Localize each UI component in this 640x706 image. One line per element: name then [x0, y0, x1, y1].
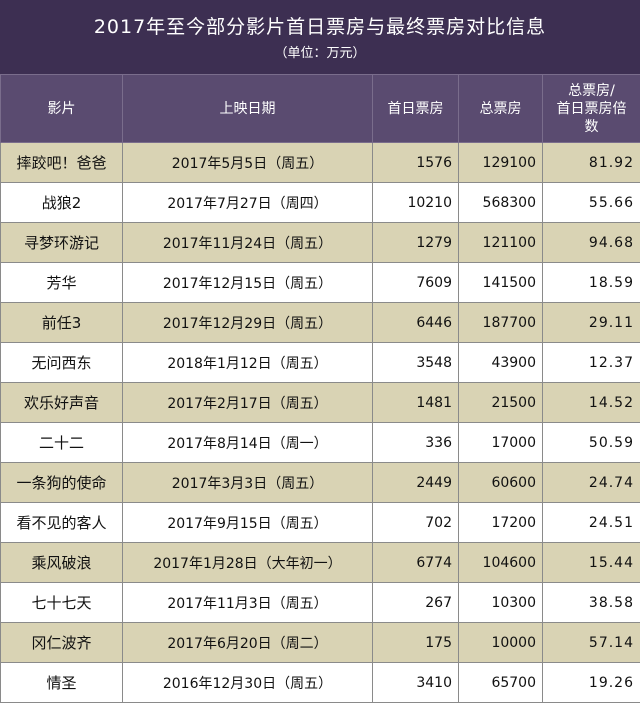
cell-total: 129100: [458, 142, 543, 183]
cell-ratio: 38.58: [542, 582, 640, 623]
cell-total: 65700: [458, 662, 543, 703]
table-row: 冈仁波齐 2017年6月20日（周二） 175 10000 57.14: [0, 622, 640, 663]
cell-film: 摔跤吧！爸爸: [0, 142, 123, 183]
cell-total: 104600: [458, 542, 543, 583]
cell-film: 乘风破浪: [0, 542, 123, 583]
cell-total: 10300: [458, 582, 543, 623]
cell-film: 情圣: [0, 662, 123, 703]
table-row: 摔跤吧！爸爸 2017年5月5日（周五） 1576 129100 81.92: [0, 142, 640, 183]
cell-date: 2017年9月15日（周五）: [122, 502, 373, 543]
cell-first-day: 702: [372, 502, 459, 543]
cell-date: 2017年3月3日（周五）: [122, 462, 373, 503]
table-row: 一条狗的使命 2017年3月3日（周五） 2449 60600 24.74: [0, 462, 640, 503]
cell-date: 2017年1月28日（大年初一）: [122, 542, 373, 583]
header-first-day: 首日票房: [372, 74, 459, 143]
table-row: 前任3 2017年12月29日（周五） 6446 187700 29.11: [0, 302, 640, 343]
cell-first-day: 1576: [372, 142, 459, 183]
cell-first-day: 2449: [372, 462, 459, 503]
unit-note: （单位：万元）: [274, 46, 366, 61]
header-ratio-line1: 总票房/: [568, 82, 615, 99]
cell-total: 141500: [458, 262, 543, 303]
cell-ratio: 57.14: [542, 622, 640, 663]
header-film: 影片: [0, 74, 123, 143]
cell-date: 2017年2月17日（周五）: [122, 382, 373, 423]
cell-ratio: 55.66: [542, 182, 640, 223]
cell-first-day: 267: [372, 582, 459, 623]
cell-total: 43900: [458, 342, 543, 383]
cell-ratio: 50.59: [542, 422, 640, 463]
cell-film: 前任3: [0, 302, 123, 343]
cell-ratio: 12.37: [542, 342, 640, 383]
table-row: 芳华 2017年12月15日（周五） 7609 141500 18.59: [0, 262, 640, 303]
cell-ratio: 24.51: [542, 502, 640, 543]
cell-first-day: 6774: [372, 542, 459, 583]
cell-date: 2016年12月30日（周五）: [122, 662, 373, 703]
box-office-table: 影片 上映日期 首日票房 总票房 总票房/ 首日票房倍 数 摔跤吧！爸爸 2017…: [0, 74, 640, 703]
table-row: 乘风破浪 2017年1月28日（大年初一） 6774 104600 15.44: [0, 542, 640, 583]
cell-date: 2017年11月24日（周五）: [122, 222, 373, 263]
cell-ratio: 81.92: [542, 142, 640, 183]
cell-film: 寻梦环游记: [0, 222, 123, 263]
cell-date: 2017年5月5日（周五）: [122, 142, 373, 183]
cell-first-day: 3548: [372, 342, 459, 383]
table-row: 二十二 2017年8月14日（周一） 336 17000 50.59: [0, 422, 640, 463]
cell-date: 2017年6月20日（周二）: [122, 622, 373, 663]
cell-ratio: 19.26: [542, 662, 640, 703]
header-ratio: 总票房/ 首日票房倍 数: [542, 74, 640, 143]
cell-first-day: 336: [372, 422, 459, 463]
header-ratio-line3: 数: [584, 118, 599, 135]
cell-ratio: 94.68: [542, 222, 640, 263]
cell-film: 战狼2: [0, 182, 123, 223]
table-row: 寻梦环游记 2017年11月24日（周五） 1279 121100 94.68: [0, 222, 640, 263]
cell-total: 21500: [458, 382, 543, 423]
header-total: 总票房: [458, 74, 543, 143]
cell-date: 2017年12月15日（周五）: [122, 262, 373, 303]
table-row: 七十七天 2017年11月3日（周五） 267 10300 38.58: [0, 582, 640, 623]
table-row: 无问西东 2018年1月12日（周五） 3548 43900 12.37: [0, 342, 640, 383]
cell-film: 七十七天: [0, 582, 123, 623]
header-ratio-line2: 首日票房倍: [556, 100, 627, 117]
cell-total: 187700: [458, 302, 543, 343]
cell-first-day: 1279: [372, 222, 459, 263]
cell-first-day: 1481: [372, 382, 459, 423]
title-band: 2017年至今部分影片首日票房与最终票房对比信息 （单位：万元）: [0, 0, 640, 74]
cell-film: 冈仁波齐: [0, 622, 123, 663]
cell-date: 2017年12月29日（周五）: [122, 302, 373, 343]
cell-date: 2017年11月3日（周五）: [122, 582, 373, 623]
cell-first-day: 7609: [372, 262, 459, 303]
cell-total: 60600: [458, 462, 543, 503]
cell-first-day: 175: [372, 622, 459, 663]
cell-film: 无问西东: [0, 342, 123, 383]
cell-ratio: 24.74: [542, 462, 640, 503]
table-title: 2017年至今部分影片首日票房与最终票房对比信息: [93, 16, 547, 38]
cell-total: 17200: [458, 502, 543, 543]
header-date: 上映日期: [122, 74, 373, 143]
cell-total: 17000: [458, 422, 543, 463]
cell-ratio: 14.52: [542, 382, 640, 423]
table-row: 情圣 2016年12月30日（周五） 3410 65700 19.26: [0, 662, 640, 703]
cell-film: 一条狗的使命: [0, 462, 123, 503]
cell-ratio: 29.11: [542, 302, 640, 343]
table-row: 战狼2 2017年7月27日（周四） 10210 568300 55.66: [0, 182, 640, 223]
cell-film: 欢乐好声音: [0, 382, 123, 423]
cell-film: 看不见的客人: [0, 502, 123, 543]
cell-first-day: 10210: [372, 182, 459, 223]
cell-film: 二十二: [0, 422, 123, 463]
cell-ratio: 15.44: [542, 542, 640, 583]
cell-first-day: 6446: [372, 302, 459, 343]
cell-first-day: 3410: [372, 662, 459, 703]
cell-total: 121100: [458, 222, 543, 263]
cell-date: 2017年8月14日（周一）: [122, 422, 373, 463]
cell-ratio: 18.59: [542, 262, 640, 303]
cell-date: 2018年1月12日（周五）: [122, 342, 373, 383]
cell-film: 芳华: [0, 262, 123, 303]
table-row: 欢乐好声音 2017年2月17日（周五） 1481 21500 14.52: [0, 382, 640, 423]
cell-total: 568300: [458, 182, 543, 223]
cell-date: 2017年7月27日（周四）: [122, 182, 373, 223]
cell-total: 10000: [458, 622, 543, 663]
header-row: 影片 上映日期 首日票房 总票房 总票房/ 首日票房倍 数: [0, 74, 640, 143]
table-row: 看不见的客人 2017年9月15日（周五） 702 17200 24.51: [0, 502, 640, 543]
